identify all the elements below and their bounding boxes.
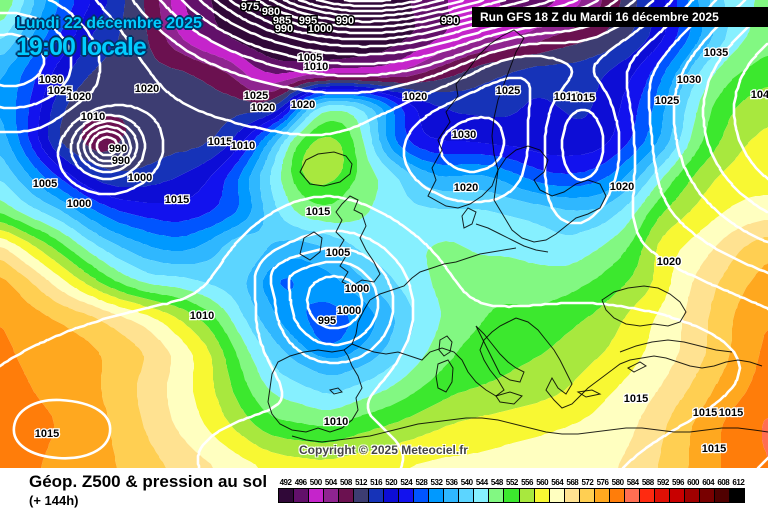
svg-text:1010: 1010 <box>81 111 105 123</box>
svg-text:1015: 1015 <box>571 92 595 104</box>
svg-text:1010: 1010 <box>304 61 328 73</box>
svg-text:1020: 1020 <box>251 102 275 114</box>
svg-text:1015: 1015 <box>165 194 189 206</box>
svg-text:1010: 1010 <box>190 310 214 322</box>
svg-text:1015: 1015 <box>719 407 743 419</box>
svg-text:1010: 1010 <box>324 416 348 428</box>
svg-text:1020: 1020 <box>135 83 159 95</box>
svg-text:1015: 1015 <box>702 443 726 455</box>
svg-text:1015: 1015 <box>693 407 717 419</box>
svg-text:1015: 1015 <box>208 136 232 148</box>
svg-text:1020: 1020 <box>454 182 478 194</box>
svg-text:1025: 1025 <box>244 90 268 102</box>
svg-text:1025: 1025 <box>48 85 72 97</box>
svg-text:1005: 1005 <box>326 247 350 259</box>
svg-text:1000: 1000 <box>337 305 361 317</box>
svg-text:1015: 1015 <box>554 91 578 103</box>
svg-text:1015: 1015 <box>35 428 59 440</box>
svg-text:985: 985 <box>273 15 291 27</box>
svg-text:1000: 1000 <box>308 23 332 35</box>
svg-text:995: 995 <box>318 315 336 327</box>
svg-text:1030: 1030 <box>677 74 701 86</box>
svg-text:990: 990 <box>275 23 293 35</box>
svg-text:990: 990 <box>441 15 459 27</box>
svg-text:1015: 1015 <box>306 206 330 218</box>
svg-text:980: 980 <box>262 6 280 18</box>
svg-text:1005: 1005 <box>298 52 322 64</box>
svg-text:975: 975 <box>241 1 259 13</box>
svg-text:1035: 1035 <box>704 47 728 59</box>
svg-text:1030: 1030 <box>452 129 476 141</box>
svg-text:990: 990 <box>112 155 130 167</box>
svg-text:1025: 1025 <box>655 95 679 107</box>
svg-text:1000: 1000 <box>67 198 91 210</box>
svg-text:1020: 1020 <box>67 91 91 103</box>
svg-text:1020: 1020 <box>610 181 634 193</box>
svg-text:1000: 1000 <box>128 172 152 184</box>
svg-text:990: 990 <box>336 15 354 27</box>
svg-text:1000: 1000 <box>345 283 369 295</box>
svg-text:1020: 1020 <box>657 256 681 268</box>
svg-text:1010: 1010 <box>231 140 255 152</box>
svg-text:1025: 1025 <box>496 85 520 97</box>
svg-text:1020: 1020 <box>403 91 427 103</box>
svg-text:1030: 1030 <box>39 74 63 86</box>
svg-text:1020: 1020 <box>291 99 315 111</box>
svg-text:1015: 1015 <box>624 393 648 405</box>
svg-text:995: 995 <box>299 15 317 27</box>
svg-text:1005: 1005 <box>33 178 57 190</box>
svg-text:1040: 1040 <box>751 89 768 101</box>
svg-text:990: 990 <box>109 143 127 155</box>
